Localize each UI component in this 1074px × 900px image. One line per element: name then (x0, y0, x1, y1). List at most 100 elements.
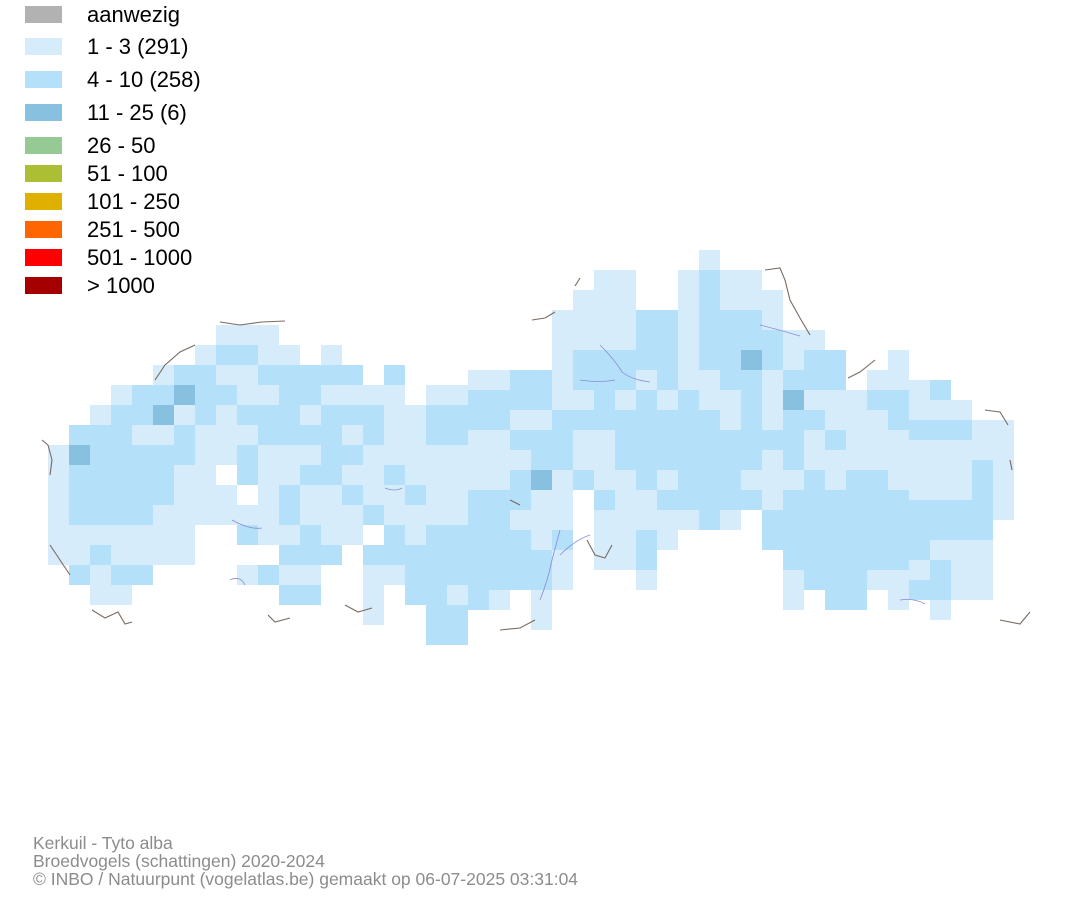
grid-cell (111, 445, 132, 465)
grid-cell (951, 540, 972, 560)
grid-cell (342, 505, 363, 525)
grid-cell (447, 605, 468, 625)
grid-cell (321, 545, 342, 565)
grid-cell (594, 310, 615, 330)
grid-cell (132, 545, 153, 565)
grid-cell (951, 500, 972, 520)
grid-cell (258, 465, 279, 485)
grid-cell (573, 290, 594, 310)
grid-cell (69, 525, 90, 545)
grid-cell (657, 390, 678, 410)
grid-cell (258, 345, 279, 365)
grid-cell (699, 490, 720, 510)
grid-cell (531, 510, 552, 530)
grid-cell (678, 410, 699, 430)
grid-cell (426, 605, 447, 625)
grid-cell (468, 470, 489, 490)
grid-cell (993, 480, 1014, 500)
grid-cell (636, 310, 657, 330)
grid-cell (699, 330, 720, 350)
grid-cell (405, 545, 426, 565)
grid-cell (552, 550, 573, 570)
grid-cell (447, 625, 468, 645)
grid-cell (930, 540, 951, 560)
grid-cell (489, 590, 510, 610)
grid-cell (783, 470, 804, 490)
grid-cell (762, 310, 783, 330)
grid-cell (300, 425, 321, 445)
grid-cell (573, 410, 594, 430)
grid-cell (720, 310, 741, 330)
grid-cell (174, 525, 195, 545)
grid-cell (573, 370, 594, 390)
grid-cell (552, 350, 573, 370)
grid-cell (342, 365, 363, 385)
grid-cell (111, 485, 132, 505)
grid-cell (300, 505, 321, 525)
grid-cell (741, 410, 762, 430)
grid-cell (699, 290, 720, 310)
grid-cell (195, 425, 216, 445)
grid-cell (615, 310, 636, 330)
grid-cell (447, 465, 468, 485)
grid-cell (363, 605, 384, 625)
grid-cell (552, 330, 573, 350)
grid-cell (468, 410, 489, 430)
grid-cell (615, 490, 636, 510)
grid-cell (132, 565, 153, 585)
grid-cell (279, 425, 300, 445)
grid-cell (90, 445, 111, 465)
grid-cell (678, 270, 699, 290)
grid-cell (888, 370, 909, 390)
grid-cell (951, 460, 972, 480)
grid-cell (846, 510, 867, 530)
grid-cell (342, 465, 363, 485)
grid-cell (405, 505, 426, 525)
grid-cell (951, 440, 972, 460)
grid-cell (447, 545, 468, 565)
grid-cell (552, 450, 573, 470)
grid-cell (783, 450, 804, 470)
grid-cell (384, 445, 405, 465)
grid-cell (909, 460, 930, 480)
grid-cell (111, 585, 132, 605)
grid-cell (909, 540, 930, 560)
grid-cell (783, 350, 804, 370)
grid-cell (48, 525, 69, 545)
grid-cell (846, 390, 867, 410)
grid-cell (405, 525, 426, 545)
grid-cell (804, 470, 825, 490)
grid-cell (888, 490, 909, 510)
grid-cell (384, 485, 405, 505)
grid-cell (489, 570, 510, 590)
grid-cell (888, 590, 909, 610)
grid-cell (552, 390, 573, 410)
legend-label: 4 - 10 (258) (87, 67, 201, 92)
grid-cell (615, 470, 636, 490)
grid-cell (174, 425, 195, 445)
grid-cell (741, 470, 762, 490)
grid-cell (972, 520, 993, 540)
grid-cell (258, 425, 279, 445)
grid-cell (342, 425, 363, 445)
grid-cell (888, 470, 909, 490)
grid-cell (279, 365, 300, 385)
grid-cell (195, 445, 216, 465)
grid-cell (762, 510, 783, 530)
grid-cell (510, 450, 531, 470)
grid-cell (405, 485, 426, 505)
grid-cell (930, 580, 951, 600)
grid-cell (321, 365, 342, 385)
grid-cell (174, 385, 195, 405)
grid-cell (972, 420, 993, 440)
legend-swatch (25, 165, 62, 182)
grid-cell (321, 525, 342, 545)
grid-cell (846, 430, 867, 450)
grid-cell (846, 490, 867, 510)
grid-cell (636, 390, 657, 410)
grid-cell (636, 450, 657, 470)
legend-item-4-10: 4 - 10 (258) (25, 67, 285, 93)
grid-cell (426, 625, 447, 645)
grid-cell (783, 510, 804, 530)
grid-cell (321, 445, 342, 465)
